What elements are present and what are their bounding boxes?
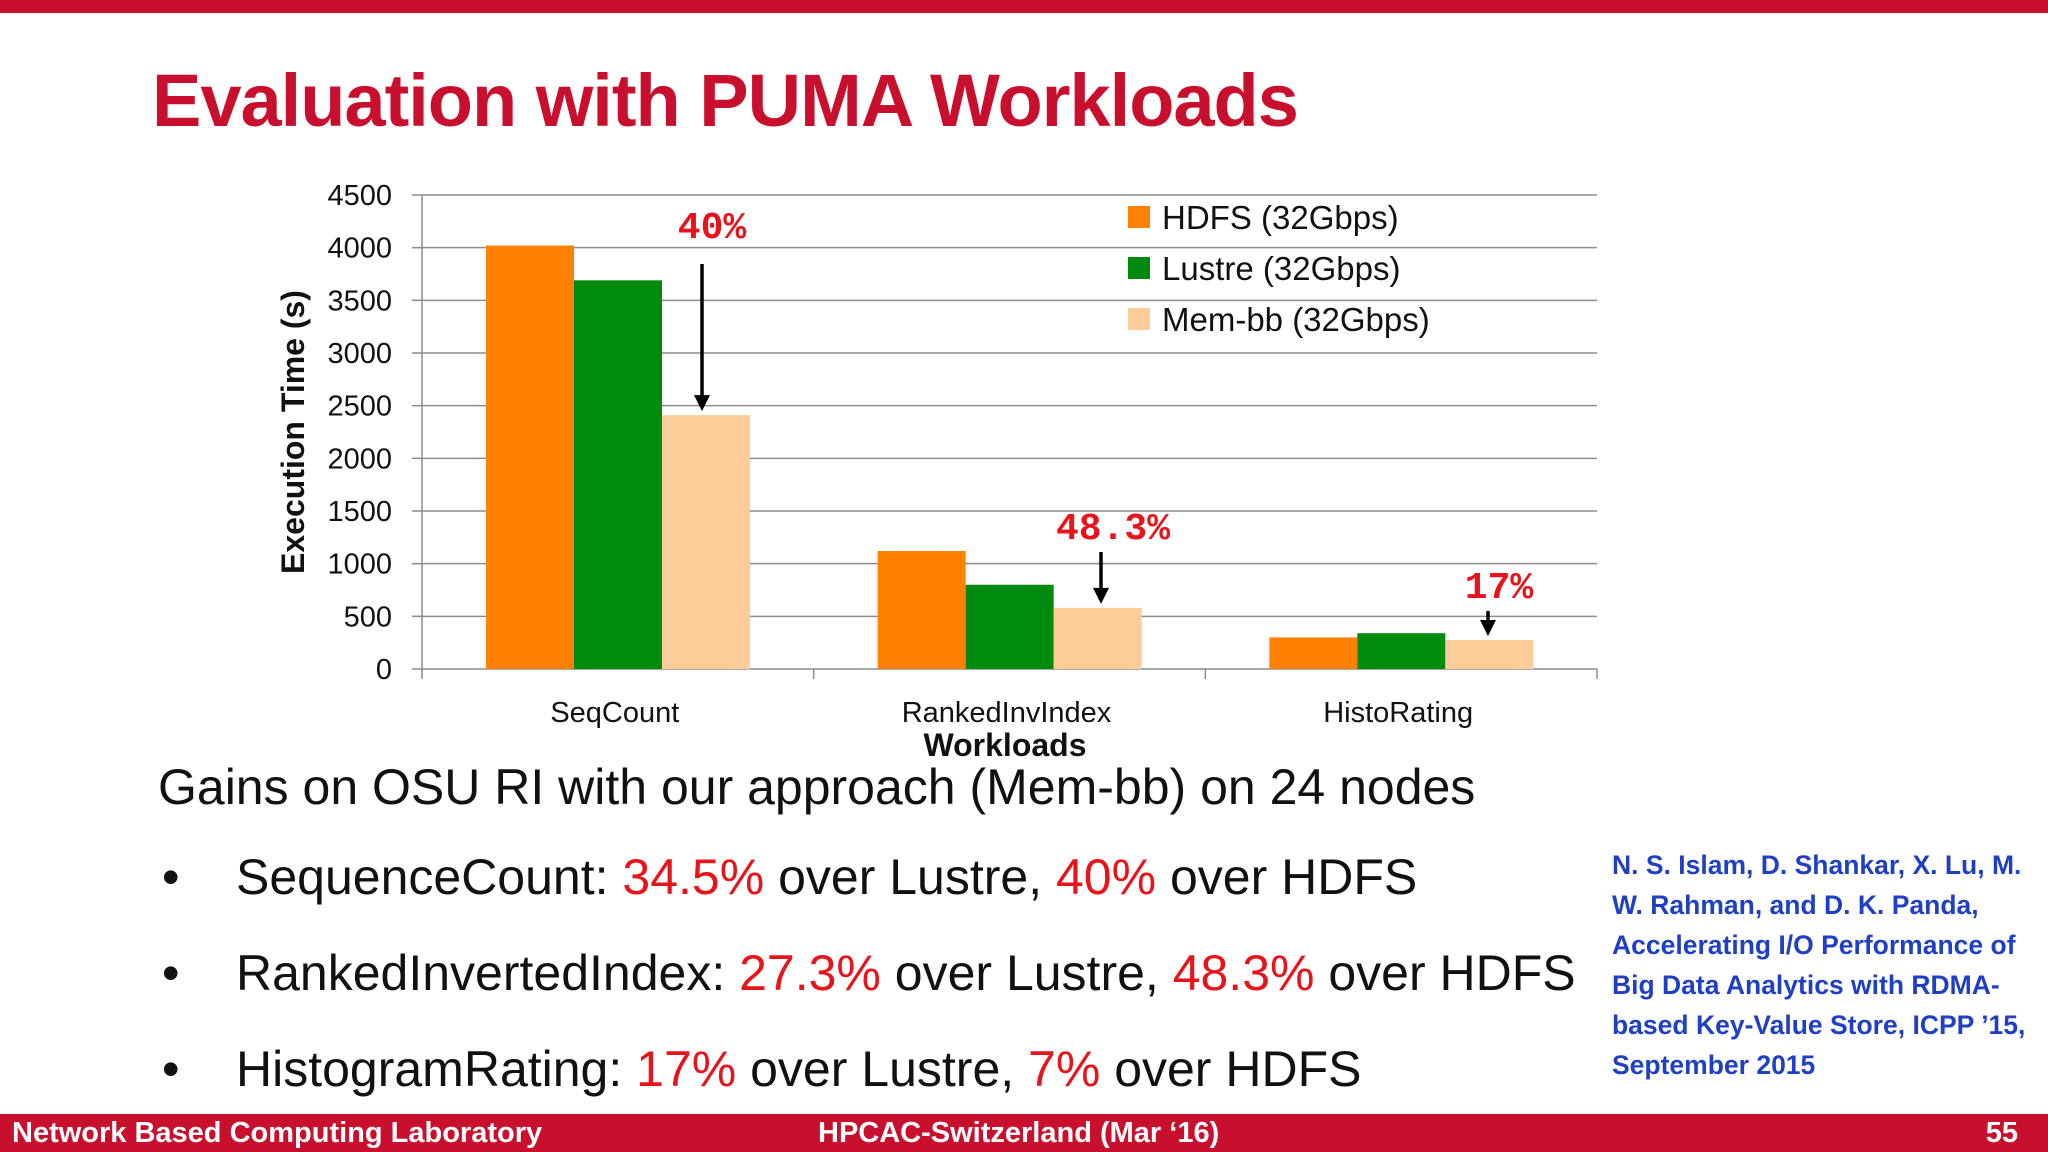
gain-over-hdfs: 7%: [1028, 1041, 1101, 1097]
x-axis-label: Workloads: [924, 727, 1087, 763]
legend-swatch-0: [1128, 206, 1150, 228]
bullet-text: over HDFS: [1156, 849, 1418, 905]
legend-swatch-1: [1128, 257, 1150, 279]
bar-RankedInvIndex-1: [965, 584, 1054, 669]
bar-SeqCount-2: [662, 415, 750, 669]
x-tick-label: SeqCount: [550, 697, 679, 729]
top-accent-bar: [0, 0, 2048, 13]
footer-bar: Network Based Computing Laboratory HPCAC…: [0, 1114, 2048, 1152]
bullet-text: over HDFS: [1100, 1041, 1362, 1097]
slide-title: Evaluation with PUMA Workloads: [152, 59, 1299, 142]
bar-HistoRating-2: [1445, 640, 1534, 669]
page-number: 55: [1985, 1117, 2018, 1149]
citation-line: Accelerating I/O Performance of: [1612, 930, 2016, 960]
bullet-label: RankedInvertedIndex:: [236, 945, 740, 1001]
bullet-text: over Lustre,: [764, 849, 1056, 905]
annotation-arrowhead: [1480, 620, 1496, 637]
gain-over-lustre: 27.3%: [739, 945, 881, 1001]
y-tick-label: 4500: [327, 180, 392, 212]
footer-lab-name: Network Based Computing Laboratory: [12, 1117, 543, 1149]
x-tick-label: RankedInvIndex: [902, 697, 1112, 729]
y-tick-label: 1000: [327, 549, 392, 581]
y-tick-label: 2500: [327, 391, 392, 423]
legend-swatch-2: [1128, 308, 1150, 330]
bullet-text: over HDFS: [1314, 945, 1576, 1001]
gain-annotation: 17%: [1465, 567, 1534, 610]
x-tick-label: HistoRating: [1323, 697, 1473, 729]
y-tick-label: 500: [344, 601, 392, 633]
citation-line: W. Rahman, and D. K. Panda,: [1612, 890, 1979, 920]
footer-event: HPCAC-Switzerland (Mar ‘16): [818, 1117, 1220, 1149]
citation-line: N. S. Islam, D. Shankar, X. Lu, M.: [1612, 850, 2022, 880]
bullet-dot: •: [162, 945, 180, 1001]
bullet-histogramrating: • HistogramRating: 17% over Lustre, 7% ov…: [162, 1040, 1361, 1098]
y-tick-label: 3500: [327, 285, 392, 317]
bar-RankedInvIndex-0: [877, 551, 966, 669]
bar-RankedInvIndex-2: [1053, 607, 1142, 669]
bullet-dot: •: [162, 849, 180, 905]
bullet-label: HistogramRating:: [236, 1041, 637, 1097]
gain-over-lustre: 17%: [636, 1041, 737, 1097]
y-tick-label: 2000: [327, 443, 392, 475]
gain-over-hdfs: 48.3%: [1172, 945, 1315, 1001]
citation-line: based Key-Value Store, ICPP ’15,: [1612, 1010, 2026, 1040]
y-axis-label: Execution Time (s): [275, 290, 311, 574]
y-tick-label: 0: [376, 654, 392, 686]
bullet-dot: •: [162, 1041, 180, 1097]
y-tick-label: 1500: [327, 496, 392, 528]
legend-label-0: HDFS (32Gbps): [1162, 199, 1399, 236]
gain-over-lustre: 34.5%: [622, 849, 765, 905]
citation-line: September 2015: [1612, 1050, 1816, 1080]
legend-label-2: Mem-bb (32Gbps): [1162, 301, 1430, 338]
y-tick-label: 4000: [327, 233, 392, 265]
bar-HistoRating-0: [1269, 637, 1358, 669]
gain-over-hdfs: 40%: [1055, 849, 1157, 905]
summary-heading: Gains on OSU RI with our approach (Mem-b…: [158, 759, 1476, 815]
bullet-text: over Lustre,: [880, 945, 1173, 1001]
bar-SeqCount-1: [574, 280, 662, 669]
annotation-arrowhead: [694, 395, 710, 412]
citation-line: Big Data Analytics with RDMA-: [1612, 970, 2000, 1000]
annotation-arrowhead: [1093, 587, 1109, 604]
legend-label-1: Lustre (32Gbps): [1162, 250, 1400, 287]
execution-time-bar-chart: 0 500 1000 1500 2000 2500 3000 3500 4000 4500 SeqC…: [275, 180, 1598, 763]
citation: N. S. Islam, D. Shankar, X. Lu, M. W. Ra…: [1612, 845, 2042, 1085]
y-tick-label: 3000: [327, 338, 392, 370]
bullet-sequencecount: • SequenceCount: 34.5% over Lustre, 40% o…: [162, 848, 1417, 906]
gain-annotation: 40%: [678, 207, 747, 250]
bullet-rankedinvertedindex: • RankedInvertedIndex: 27.3% over Lustre,…: [162, 944, 1576, 1002]
bullet-text: over Lustre,: [736, 1041, 1029, 1097]
bar-HistoRating-1: [1357, 633, 1446, 669]
bullet-label: SequenceCount:: [236, 849, 623, 905]
bar-SeqCount-0: [486, 245, 574, 669]
gain-annotation: 48.3%: [1056, 508, 1170, 551]
